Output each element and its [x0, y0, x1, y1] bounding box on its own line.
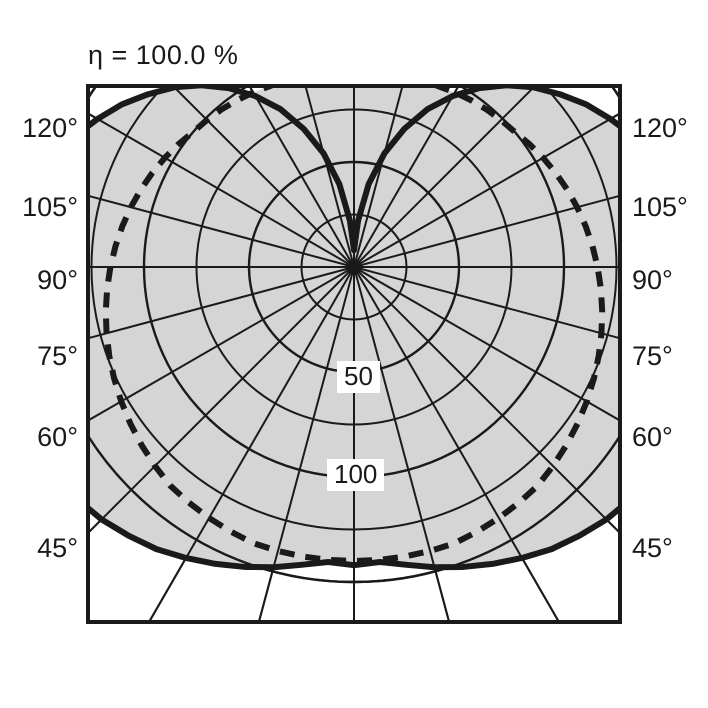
axis-tick-left-120: 120° — [22, 113, 78, 143]
c90-curve — [102, 86, 606, 565]
axis-tick-left-90: 90° — [37, 265, 78, 295]
plot-frame — [86, 84, 622, 624]
efficiency-label: η = 100.0 % — [88, 40, 239, 70]
axis-tick-right-120: 120° — [632, 113, 688, 143]
axis-tick-left-60: 60° — [37, 422, 78, 452]
axis-tick-right-90: 90° — [632, 265, 673, 295]
axis-tick-left-45: 45° — [37, 533, 78, 563]
radial-label-100: 100 — [327, 459, 385, 491]
radial-label-50: 50 — [337, 361, 380, 393]
chart-legend: I (cd/klm) C0 C90 — [0, 624, 708, 674]
axis-tick-left-75: 75° — [37, 341, 78, 371]
axis-tick-right-60: 60° — [632, 422, 673, 452]
axis-tick-left-105: 105° — [22, 192, 78, 222]
c0-curve — [88, 86, 620, 571]
axis-tick-right-105: 105° — [632, 192, 688, 222]
axis-tick-right-45: 45° — [632, 533, 673, 563]
axis-tick-right-75: 75° — [632, 341, 673, 371]
